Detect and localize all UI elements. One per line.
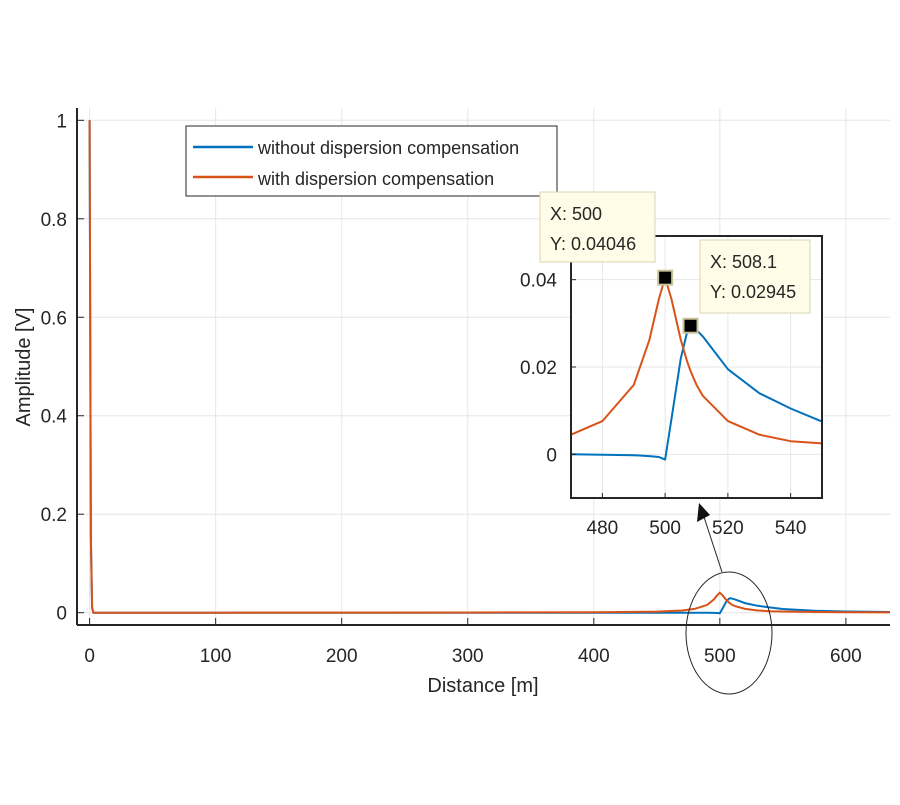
datatip-marker [682,317,699,334]
x-tick-label: 300 [452,646,484,667]
inset-y-tick-label: 0.04 [520,271,557,292]
inset-x-tick-label: 520 [712,518,744,539]
inset-x-tick-label: 540 [775,518,807,539]
datatip-box [699,239,811,314]
datatip-box [539,191,656,263]
x-tick-label: 0 [84,646,95,667]
inset-y-tick-label: 0.02 [520,358,557,379]
datatip-x-text: X: 500 [550,204,602,224]
datatip-marker [657,269,674,286]
main-axes: 0 100 200 300 400 500 600 0 0.2 0.4 0.6 0.8 1 [41,108,890,667]
zoom-annotation [685,503,773,695]
datatip-x-text: X: 508.1 [710,252,777,272]
legend-label-with: with dispersion compensation [257,169,494,189]
y-axis-label: Amplitude [V] [13,308,35,427]
inset-x-tick-label: 500 [649,518,681,539]
inset-series-line-without [570,324,823,461]
inset-series-line-with [570,276,823,445]
zoom-arrow-head [697,503,710,522]
y-tick-label: 0.4 [41,407,68,428]
x-tick-label: 400 [578,646,610,667]
y-tick-label: 0.2 [41,505,67,526]
series-line-with [88,120,891,614]
main-lines [88,120,891,615]
datatip-y-text: Y: 0.04046 [550,234,636,254]
y-tick-label: 1 [56,111,67,132]
datatips: X: 500 Y: 0.04046 X: 508.1 Y: 0.02945 [539,191,811,334]
y-tick-label: 0.6 [41,308,67,329]
inset-y-tick-label: 0 [546,445,557,466]
x-tick-label: 500 [704,646,736,667]
legend[interactable]: without dispersion compensation with dis… [185,125,558,197]
zoom-ellipse [685,571,773,695]
x-tick-label: 200 [326,646,358,667]
inset-x-tick-label: 480 [587,518,619,539]
datatip-y-text: Y: 0.02945 [710,282,796,302]
x-tick-label: 600 [830,646,862,667]
zoom-arrow-line [702,513,723,573]
x-axis-label: Distance [m] [427,675,538,697]
y-tick-label: 0.8 [41,210,67,231]
x-tick-label: 100 [200,646,232,667]
legend-label-without: without dispersion compensation [257,138,519,158]
y-tick-label: 0 [56,604,67,625]
